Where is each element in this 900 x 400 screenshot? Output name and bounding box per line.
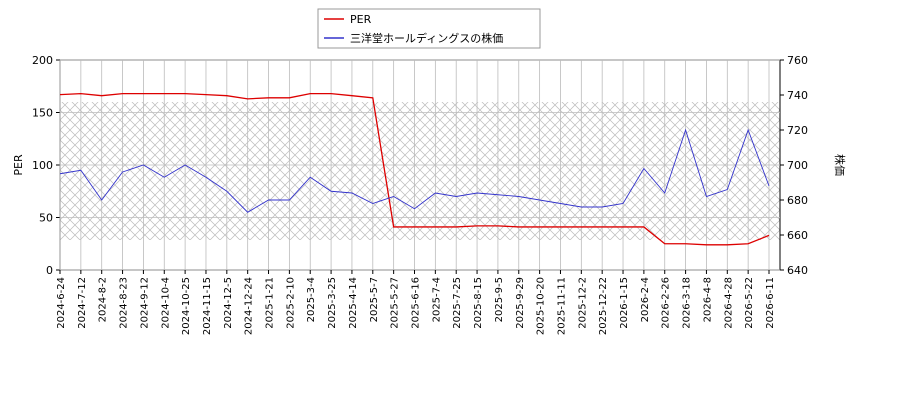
hatched-band [60, 102, 780, 240]
x-tick-label: 2026-2-4 [640, 277, 651, 322]
series-line [59, 92, 770, 246]
x-tick-label: 2026-4-28 [723, 277, 734, 329]
x-tick-label: 2024-10-25 [181, 277, 192, 335]
y2-tick-label: 660 [787, 229, 808, 242]
y-tick-label: 0 [46, 264, 53, 277]
x-tick-label: 2026-6-11 [765, 277, 776, 329]
x-tick-label: 2025-6-16 [411, 277, 422, 329]
y-axis-label: PER [12, 154, 25, 176]
y2-tick-label: 760 [787, 54, 808, 67]
x-tick-label: 2025-9-5 [494, 277, 505, 322]
x-tick-label: 2025-9-29 [515, 277, 526, 329]
y2-tick-label: 640 [787, 264, 808, 277]
x-tick-label: 2024-8-23 [119, 277, 130, 329]
x-tick-label: 2026-3-18 [682, 277, 693, 329]
y2-axis-label: 株価 [833, 154, 847, 176]
x-tick-label: 2024-10-4 [160, 277, 171, 329]
x-tick-label: 2025-2-10 [285, 277, 296, 329]
x-tick-label: 2025-5-7 [369, 277, 380, 322]
legend-label: 三洋堂ホールディングスの株価 [350, 31, 503, 45]
x-tick-label: 2025-4-14 [348, 277, 359, 329]
x-tick-label: 2025-3-25 [327, 277, 338, 329]
x-tick-label: 2025-11-11 [556, 277, 567, 335]
y2-tick-label: 680 [787, 194, 808, 207]
y2-tick-label: 740 [787, 89, 808, 102]
x-tick-label: 2025-10-20 [536, 277, 547, 335]
x-tick-label: 2026-1-15 [619, 277, 630, 329]
series-line [59, 128, 770, 213]
x-tick-label: 2026-4-8 [702, 277, 713, 322]
x-tick-label: 2025-7-4 [431, 277, 442, 322]
legend [317, 8, 541, 49]
x-tick-label: 2024-11-15 [202, 277, 213, 335]
x-tick-label: 2025-12-2 [577, 277, 588, 329]
x-tick-label: 2025-1-21 [265, 277, 276, 329]
y-tick-label: 150 [32, 107, 53, 120]
x-tick-label: 2024-6-24 [56, 277, 67, 329]
x-tick-label: 2024-7-12 [77, 277, 88, 329]
x-tick-label: 2025-8-15 [473, 277, 484, 329]
y-tick-label: 200 [32, 54, 53, 67]
x-tick-label: 2024-12-24 [244, 277, 255, 335]
y2-tick-label: 720 [787, 124, 808, 137]
x-tick-label: 2024-8-2 [98, 277, 109, 322]
x-tick-label: 2024-12-5 [223, 277, 234, 329]
x-tick-label: 2024-9-12 [139, 277, 150, 329]
x-tick-label: 2025-3-4 [306, 277, 317, 322]
x-tick-label: 2026-2-26 [661, 277, 672, 329]
x-tick-label: 2026-5-22 [744, 277, 755, 329]
x-tick-label: 2025-5-27 [390, 277, 401, 329]
y-tick-label: 50 [39, 212, 53, 225]
legend-label: PER [350, 13, 372, 26]
y-tick-label: 100 [32, 159, 53, 172]
x-tick-label: 2025-7-25 [452, 277, 463, 329]
y2-tick-label: 700 [787, 159, 808, 172]
x-tick-label: 2025-12-22 [598, 277, 609, 335]
